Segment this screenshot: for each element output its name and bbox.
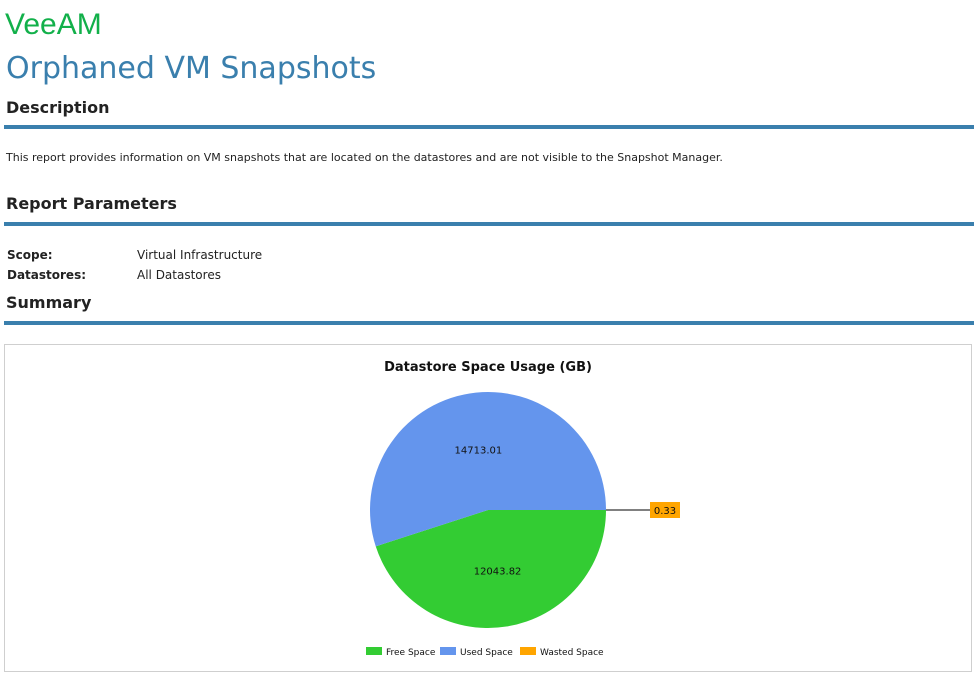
veeam-logo: VeeAM [5,8,102,41]
param-value: Virtual Infrastructure [137,248,263,262]
pie-slice-free-space [375,510,606,628]
param-value: All Datastores [137,268,221,282]
chart-title: Datastore Space Usage (GB) [384,360,592,375]
description-heading: Description [6,98,110,117]
param-label: Scope: [7,248,53,262]
data-label-box-wasted-space [650,501,680,518]
legend-label-used-space: Used Space [460,648,513,658]
pie-chart-svg: Datastore Space Usage (GB) 12043.82 14713… [366,360,680,658]
summary-divider [4,321,974,325]
legend-label-free-space: Free Space [386,648,436,658]
report-title: Orphaned VM Snapshots [6,51,377,86]
report-parameters-heading: Report Parameters [6,194,177,213]
report-parameters-divider [4,222,974,226]
description-divider [4,125,974,129]
legend-swatch-used-space [440,647,456,655]
legend-label-wasted-space: Wasted Space [540,648,604,658]
param-label: Datastores: [7,268,87,282]
pie-slice-used-space [369,391,606,547]
data-label-free-space: 12043.82 [474,567,522,578]
description-text: This report provides information on VM s… [6,151,723,164]
data-label-used-space: 14713.01 [455,445,503,456]
legend-swatch-wasted-space [520,647,536,655]
data-label-wasted-space: 0.33 [654,506,676,517]
legend-swatch-free-space [366,647,382,655]
datastore-space-chart: Datastore Space Usage (GB) 12043.82 14713… [4,344,972,672]
summary-heading: Summary [6,293,92,312]
